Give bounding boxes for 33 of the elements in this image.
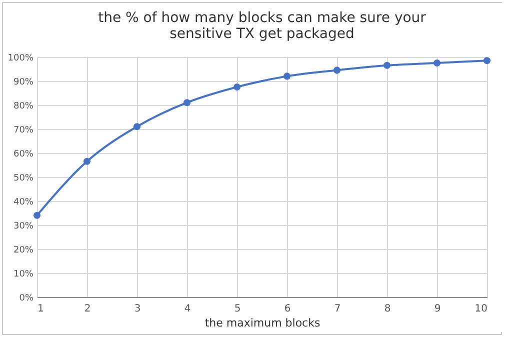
y-tick-label: 0% [19, 294, 34, 304]
point [383, 62, 391, 69]
point [333, 66, 341, 74]
x-tick-label: 9 [434, 304, 441, 314]
y-tick-label: 50% [13, 174, 34, 184]
x-tick-label: 3 [134, 304, 141, 314]
y-tick-label: 30% [13, 222, 34, 232]
x-tick-label: 10 [474, 304, 488, 314]
point [433, 59, 441, 67]
y-tick-label: 10% [13, 270, 34, 280]
y-tick-label: 60% [13, 150, 34, 160]
y-tick-label: 40% [13, 198, 34, 208]
point [233, 83, 241, 91]
x-tick-label: 7 [334, 304, 341, 314]
x-axis-title: the maximum blocks [204, 316, 320, 330]
x-tick-label: 8 [384, 304, 391, 314]
point [283, 72, 291, 80]
point [483, 57, 491, 64]
x-tick-label: 4 [184, 304, 191, 314]
x-tick-label: 2 [84, 304, 91, 314]
y-tick-label: 90% [13, 78, 34, 88]
point [83, 158, 91, 165]
y-tick-label: 100% [8, 54, 34, 64]
point [133, 123, 141, 130]
point [33, 212, 41, 219]
x-tick-label: 5 [234, 304, 241, 314]
chart-title: the % of how many blocks can make sure your sensitive TX get packaged [98, 10, 426, 42]
point [183, 99, 191, 106]
y-tick-label: 20% [13, 246, 34, 256]
y-tick-label: 80% [13, 102, 34, 112]
x-tick-label: 1 [38, 304, 44, 314]
y-tick-label: 70% [13, 126, 34, 136]
x-tick-label: 6 [284, 304, 291, 314]
